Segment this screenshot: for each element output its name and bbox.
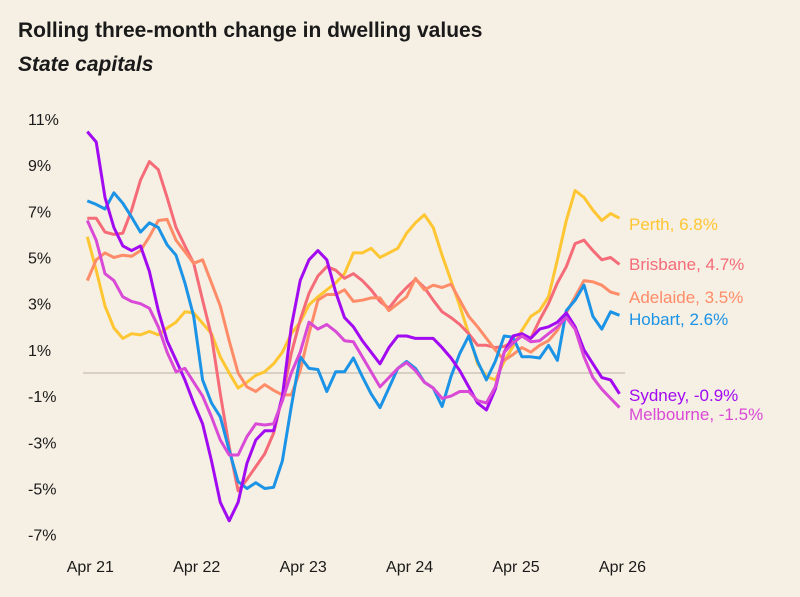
series-line-sydney [86,130,621,523]
x-tick-label: Apr 23 [280,559,327,576]
series-label-sydney: Sydney, -0.9% [629,386,738,405]
series-line-adelaide [85,217,620,397]
x-axis: Apr 21 Apr 22 Apr 23 Apr 24 Apr 25 Apr 26 [67,559,646,576]
chart-subtitle: State capitals [18,53,153,76]
y-tick-label: 3% [28,297,51,314]
y-tick-label: 9% [28,158,51,175]
series-label-perth: Perth, 6.8% [629,215,718,234]
series-line-hobart [86,191,621,490]
y-tick-label: -5% [28,482,56,499]
series-label-brisbane: Brisbane, 4.7% [629,255,744,274]
y-tick-label: 7% [28,204,51,221]
y-tick-label: 11% [28,112,59,129]
y-tick-label: -3% [28,435,56,452]
chart-title: Rolling three-month change in dwelling v… [18,19,482,42]
y-tick-label: 1% [28,343,51,360]
series-line-perth [85,189,621,390]
series-labels: Perth, 6.8% Brisbane, 4.7% Adelaide, 3.5% H… [629,215,763,424]
x-tick-label: Apr 26 [599,559,646,576]
x-tick-label: Apr 22 [173,559,220,576]
y-tick-label: 5% [28,251,51,268]
series-label-hobart: Hobart, 2.6% [629,310,728,329]
series-line-melbourne [85,219,621,457]
x-tick-label: Apr 25 [492,559,539,576]
x-tick-label: Apr 21 [67,559,114,576]
series-lines [85,130,621,523]
x-tick-label: Apr 24 [386,559,433,576]
series-label-adelaide: Adelaide, 3.5% [629,288,743,307]
y-axis: 11% 9% 7% 5% 3% 1% -1% -3% -5% -7% [28,112,59,545]
y-tick-label: -7% [28,528,56,545]
series-label-melbourne: Melbourne, -1.5% [629,405,763,424]
y-tick-label: -1% [28,389,56,406]
